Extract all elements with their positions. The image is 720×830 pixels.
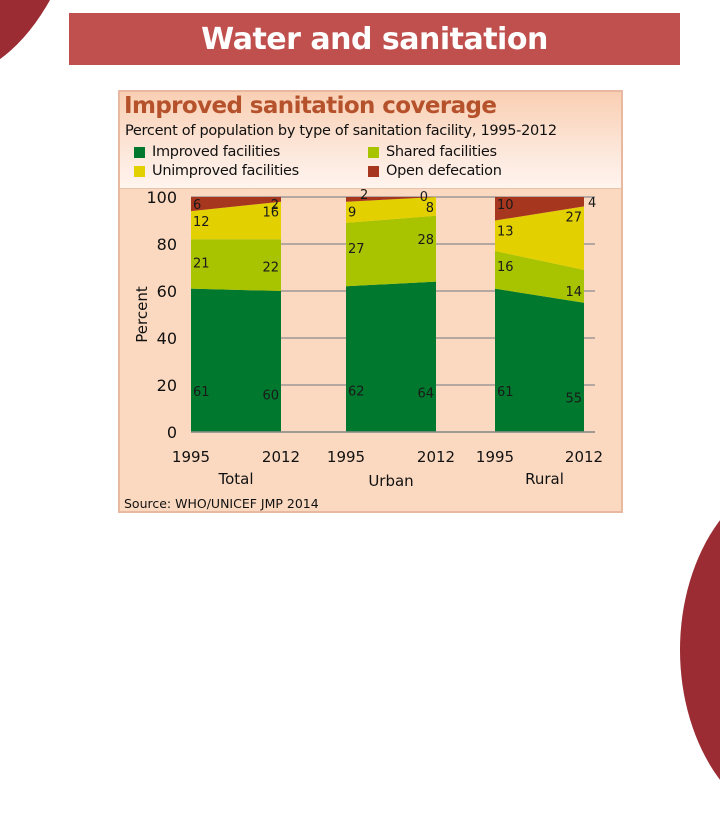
legend-item-open-defecation: Open defecation [368, 163, 502, 179]
area-rural-improved-facilities [495, 288, 584, 432]
legend-swatch-open-defecation [368, 165, 379, 177]
area-urban-shared-facilities [346, 215, 436, 287]
y-tick-label: 100 [146, 188, 177, 207]
data-label: 60 [262, 389, 279, 404]
panel-label: Rural [525, 470, 564, 488]
chart-card: Improved sanitation coverage Percent of … [118, 90, 623, 513]
data-label: 10 [497, 198, 514, 213]
area-rural-open-defecation [495, 197, 584, 221]
x-tick-label: 2012 [417, 448, 455, 466]
data-label: 4 [588, 196, 596, 211]
data-label: 21 [193, 256, 210, 271]
area-total-improved-facilities [191, 288, 281, 432]
decorative-corner-bottom-right [680, 470, 720, 830]
y-tick-label: 20 [157, 376, 177, 395]
area-total-open-defecation [191, 197, 281, 212]
legend-swatch-unimproved [134, 165, 145, 177]
data-label: 6 [193, 198, 201, 213]
legend-swatch-shared [368, 146, 379, 158]
data-label: 2 [360, 188, 368, 203]
legend-item-unimproved: Unimproved facilities [134, 163, 299, 179]
data-label: 62 [348, 385, 365, 400]
area-urban-unimproved-facilities [346, 197, 436, 223]
data-label: 0 [420, 190, 428, 205]
area-rural-shared-facilities [495, 251, 584, 303]
data-label: 14 [565, 285, 582, 300]
slide-title: Water and sanitation [201, 21, 548, 57]
y-tick-label: 80 [157, 235, 177, 254]
slide-title-banner: Water and sanitation [69, 13, 680, 65]
data-label: 22 [262, 260, 279, 275]
y-tick-label: 60 [157, 282, 177, 301]
data-label: 9 [348, 206, 356, 221]
y-tick-label: 40 [157, 329, 177, 348]
data-label: 55 [565, 391, 582, 406]
area-total-unimproved-facilities [191, 201, 281, 240]
x-tick-label: 1995 [327, 448, 365, 466]
x-tick-label: 2012 [262, 448, 300, 466]
data-label: 61 [193, 385, 210, 400]
legend-label: Shared facilities [386, 144, 497, 160]
legend-item-shared: Shared facilities [368, 144, 497, 160]
data-label: 13 [497, 225, 514, 240]
data-label: 64 [417, 386, 434, 401]
legend-swatch-improved [134, 146, 145, 158]
chart-header: Improved sanitation coverage Percent of … [120, 92, 621, 189]
legend-label: Open defecation [386, 163, 502, 179]
area-urban-improved-facilities [346, 281, 436, 432]
data-label: 2 [271, 198, 279, 213]
area-total-shared-facilities [191, 239, 281, 291]
data-label: 27 [565, 210, 582, 225]
data-label: 28 [417, 233, 434, 248]
x-tick-label: 1995 [476, 448, 514, 466]
y-axis-label: Percent [133, 286, 151, 343]
legend-label: Unimproved facilities [152, 163, 299, 179]
data-label: 16 [497, 260, 514, 275]
chart-subtitle: Percent of population by type of sanitat… [125, 123, 557, 139]
y-tick-label: 0 [167, 423, 177, 442]
data-label: 27 [348, 242, 365, 257]
data-label: 8 [426, 201, 434, 216]
legend-label: Improved facilities [152, 144, 280, 160]
area-rural-unimproved-facilities [495, 206, 584, 270]
data-label: 61 [497, 385, 514, 400]
data-label: 16 [262, 206, 279, 221]
chart-source: Source: WHO/UNICEF JMP 2014 [124, 496, 319, 511]
x-tick-label: 1995 [172, 448, 210, 466]
x-tick-label: 2012 [565, 448, 603, 466]
chart-title: Improved sanitation coverage [124, 93, 497, 119]
panel-label: Urban [368, 472, 413, 490]
data-label: 12 [193, 215, 210, 230]
legend-item-improved: Improved facilities [134, 144, 280, 160]
panel-label: Total [217, 470, 253, 488]
